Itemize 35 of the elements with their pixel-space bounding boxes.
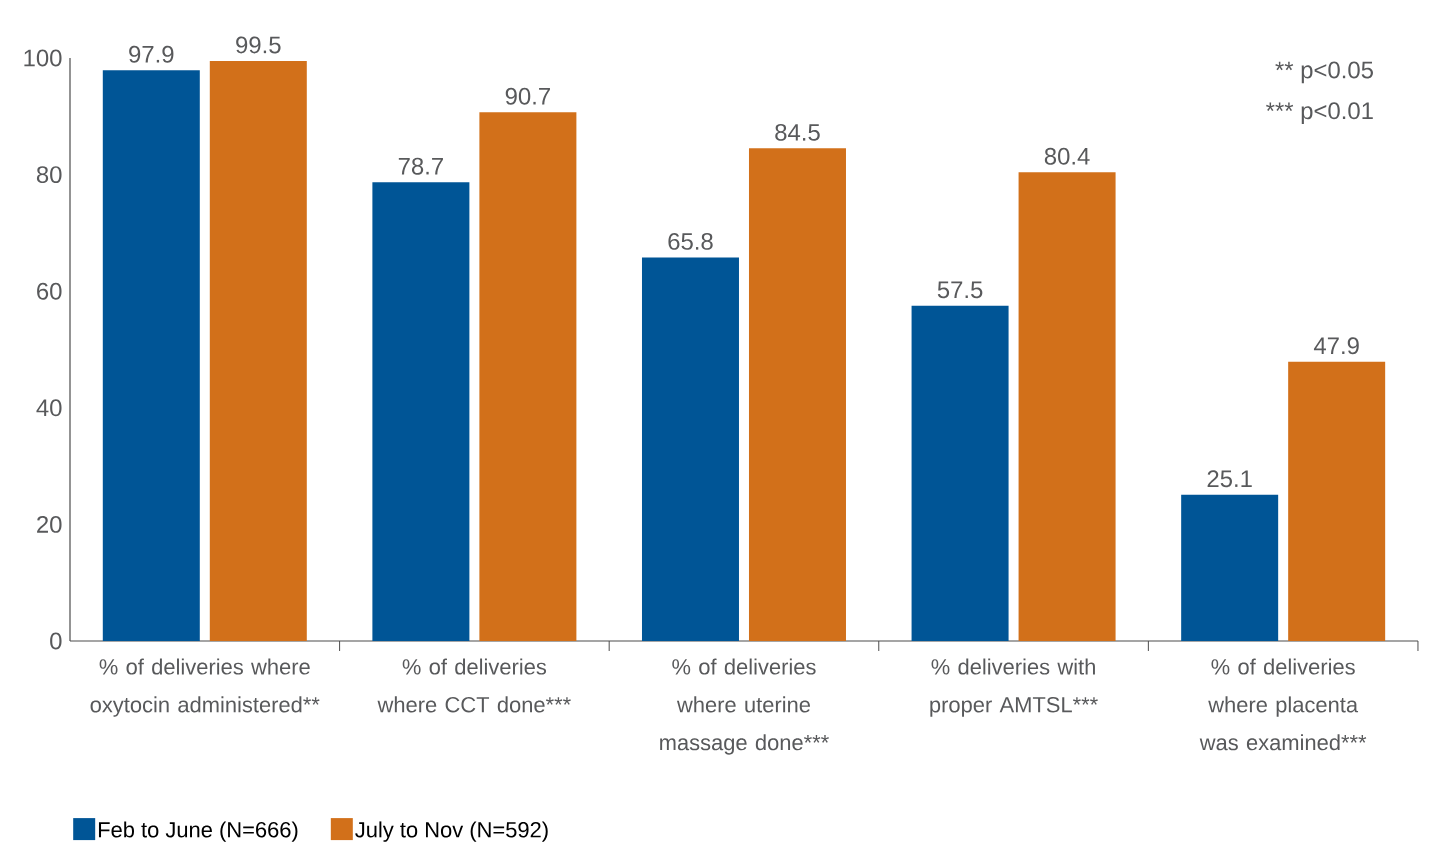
data-label: 65.8 — [668, 232, 713, 250]
data-label: 90.7 — [505, 87, 550, 105]
legend-label: Feb to June (N=666) — [98, 821, 298, 842]
annotation: *** p<0.01 — [1266, 102, 1373, 124]
data-label: 97.9 — [129, 45, 174, 63]
y-tick-label: 80 — [36, 166, 62, 184]
legend-label: July to Nov (N=592) — [355, 821, 548, 842]
data-label: 84.5 — [775, 123, 820, 141]
data-label: 57.5 — [937, 281, 983, 299]
annotation: ** p<0.05 — [1275, 61, 1373, 84]
x-tick-label: % of deliveries where placenta was examined*** — [1199, 658, 1367, 751]
x-tick-label: % of deliveries where oxytocin administered** — [90, 658, 320, 717]
x-tick-label: % of deliveries where uterine massage done*** — [660, 658, 829, 755]
data-label: 80.4 — [1044, 147, 1090, 165]
data-label: 99.5 — [236, 36, 281, 54]
bar — [641, 257, 739, 641]
data-label: 47.9 — [1313, 337, 1359, 355]
bar — [209, 60, 307, 641]
bar — [102, 70, 200, 641]
bar — [1288, 361, 1386, 641]
y-tick-label: 0 — [50, 632, 62, 650]
bar — [1018, 172, 1116, 641]
x-tick-label: % of deliveries where CCT done*** — [377, 658, 571, 713]
y-tick-label: 20 — [37, 515, 62, 533]
bar — [748, 148, 846, 641]
x-tick-label: % deliveries with proper AMTSL*** — [930, 658, 1098, 717]
bar — [372, 182, 470, 641]
bar — [479, 112, 577, 641]
data-label: 25.1 — [1207, 470, 1252, 488]
y-tick-label: 60 — [37, 282, 62, 300]
y-tick-label: 100 — [24, 49, 62, 67]
y-tick-label: 40 — [36, 399, 62, 417]
data-label: 78.7 — [398, 157, 443, 175]
bar — [911, 305, 1009, 641]
bar — [1181, 494, 1279, 641]
